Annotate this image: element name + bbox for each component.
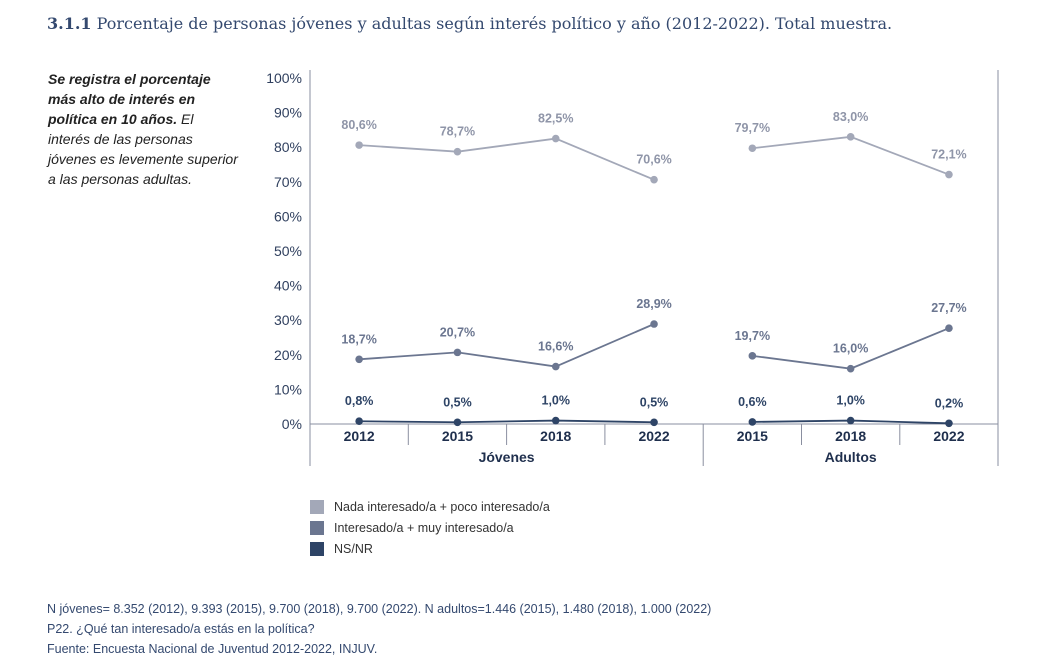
series-line [359,323,655,368]
series-line [752,135,950,176]
data-label: 0,5% [640,395,669,409]
y-tick-label: 80% [274,139,302,155]
legend-item-interesado: Interesado/a + muy interesado/a [310,517,550,538]
data-label: 70,6% [636,153,671,167]
legend-swatch-nada [310,499,324,514]
y-tick-label: 30% [274,312,302,328]
data-label: 0,2% [935,396,964,410]
series-line [359,137,655,181]
data-point [453,147,462,156]
data-point [551,362,560,371]
chart-title: 3.1.1 Porcentaje de personas jóvenes y a… [47,14,892,33]
data-label: 0,8% [345,394,374,408]
chart-footer: N jóvenes= 8.352 (2012), 9.393 (2015), 9… [47,599,711,659]
data-point [945,170,953,179]
data-label: 80,6% [341,118,376,132]
data-label: 0,6% [738,395,767,409]
data-point [355,355,363,364]
series-line [359,419,655,424]
x-tick-label: 2022 [638,428,669,444]
y-tick-label: 50% [274,243,302,259]
data-label: 82,5% [538,112,573,126]
data-point [748,418,757,426]
chart-title-text: Porcentaje de personas jóvenes y adultas… [96,14,893,33]
data-label: 27,7% [931,301,966,315]
chart-note-body: El interés de las personas jóvenes es le… [48,111,238,187]
y-tick-label: 40% [274,278,302,294]
legend-item-nada: Nada interesado/a + poco interesado/a [310,496,550,517]
y-tick-label: 90% [274,105,302,121]
y-tick-label: 10% [274,381,302,397]
data-label: 1,0% [836,394,865,408]
x-tick-label: 2018 [540,428,571,444]
data-label: 16,6% [538,340,573,354]
chart-note-highlight: Se registra el porcentaje más alto de in… [48,71,211,127]
data-point [846,364,855,373]
x-tick-label: 2022 [933,428,964,444]
data-label: 28,9% [636,297,671,311]
data-point [846,133,855,141]
chart-title-number: 3.1.1 [47,14,92,33]
data-point [650,175,658,184]
data-label: 16,0% [833,342,868,356]
legend-item-nsnr: NS/NR [310,538,550,559]
data-point [551,134,560,143]
data-point [453,348,462,357]
data-point [453,418,462,427]
chart-note: Se registra el porcentaje más alto de in… [48,69,238,189]
data-label: 20,7% [440,325,475,339]
data-point [945,419,953,428]
data-point [355,417,363,426]
data-label: 18,7% [341,332,376,346]
data-label: 72,1% [931,148,966,162]
legend-label-nsnr: NS/NR [334,541,373,556]
legend-swatch-interesado [310,520,324,535]
chart-legend: Nada interesado/a + poco interesado/a In… [310,496,550,559]
footer-sample-size: N jóvenes= 8.352 (2012), 9.393 (2015), 9… [47,602,712,616]
data-point [355,141,363,149]
data-point [748,144,757,153]
legend-swatch-nsnr [310,541,324,556]
data-point [551,416,560,425]
data-point [846,416,855,425]
x-tick-label: 2015 [737,428,768,444]
legend-label-nada: Nada interesado/a + poco interesado/a [334,499,550,514]
y-tick-label: 60% [274,208,302,224]
data-point [945,324,953,332]
data-label: 79,7% [735,121,770,135]
y-tick-label: 0% [282,416,302,432]
y-tick-label: 20% [274,347,302,363]
data-label: 78,7% [440,125,475,139]
y-tick-label: 70% [274,174,302,190]
footer-question: P22. ¿Qué tan interesado/a estás en la p… [47,622,315,636]
data-label: 83,0% [833,110,868,124]
data-point [650,418,658,427]
y-tick-label: 100% [266,70,302,86]
data-label: 19,7% [735,329,770,343]
group-label: Jóvenes [479,449,535,465]
data-point [650,320,658,328]
x-tick-label: 2018 [835,428,866,444]
data-label: 1,0% [542,394,571,408]
group-label: Adultos [825,449,877,465]
data-label: 0,5% [443,395,472,409]
footer-source: Fuente: Encuesta Nacional de Juventud 20… [47,642,378,656]
legend-label-interesado: Interesado/a + muy interesado/a [334,520,514,535]
data-point [748,352,757,360]
x-tick-label: 2012 [344,428,375,444]
x-tick-label: 2015 [442,428,473,444]
